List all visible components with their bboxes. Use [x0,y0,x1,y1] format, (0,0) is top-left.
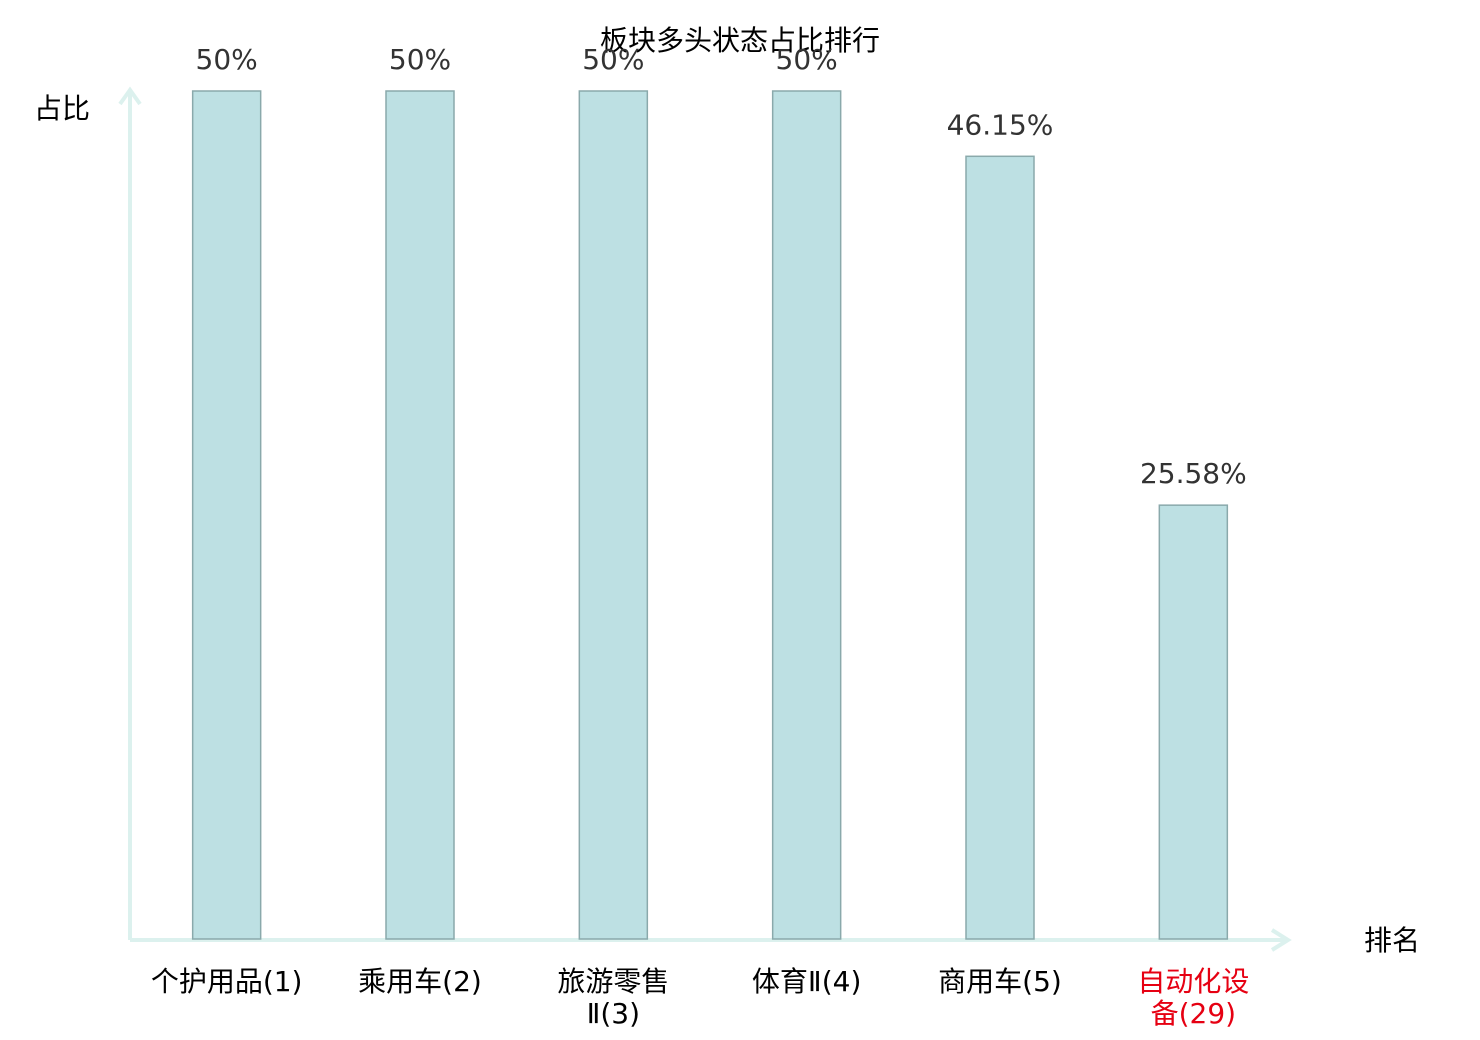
bar [191,90,262,940]
x-tick-label: 旅游零售 Ⅱ(3) [557,965,670,1030]
axes [118,86,1292,952]
bar [1158,504,1229,940]
x-axis-label: 排名 [1364,924,1420,957]
y-axis-arrow [118,86,142,106]
value-label: 50% [196,43,258,76]
value-label: 25.58% [1140,457,1247,490]
value-label: 50% [582,43,644,76]
y-axis-label: 占比 [34,92,90,125]
x-tick-label: 乘用车(2) [358,965,482,998]
x-tick-label: 体育Ⅱ(4) [751,965,862,998]
bar [965,155,1035,940]
bar [771,90,842,940]
x-tick-label: 自动化设 备(29) [1137,965,1250,1030]
x-axis-arrow [1270,928,1292,952]
value-label: 50% [389,43,451,76]
x-tick-label: 个护用品(1) [150,965,303,998]
bar [578,90,649,940]
value-label: 50% [776,43,838,76]
value-label: 46.15% [947,108,1054,141]
bar [385,90,455,940]
x-tick-label: 商用车(5) [938,965,1062,998]
chart-title: 板块多头状态占比排行 [600,24,880,57]
